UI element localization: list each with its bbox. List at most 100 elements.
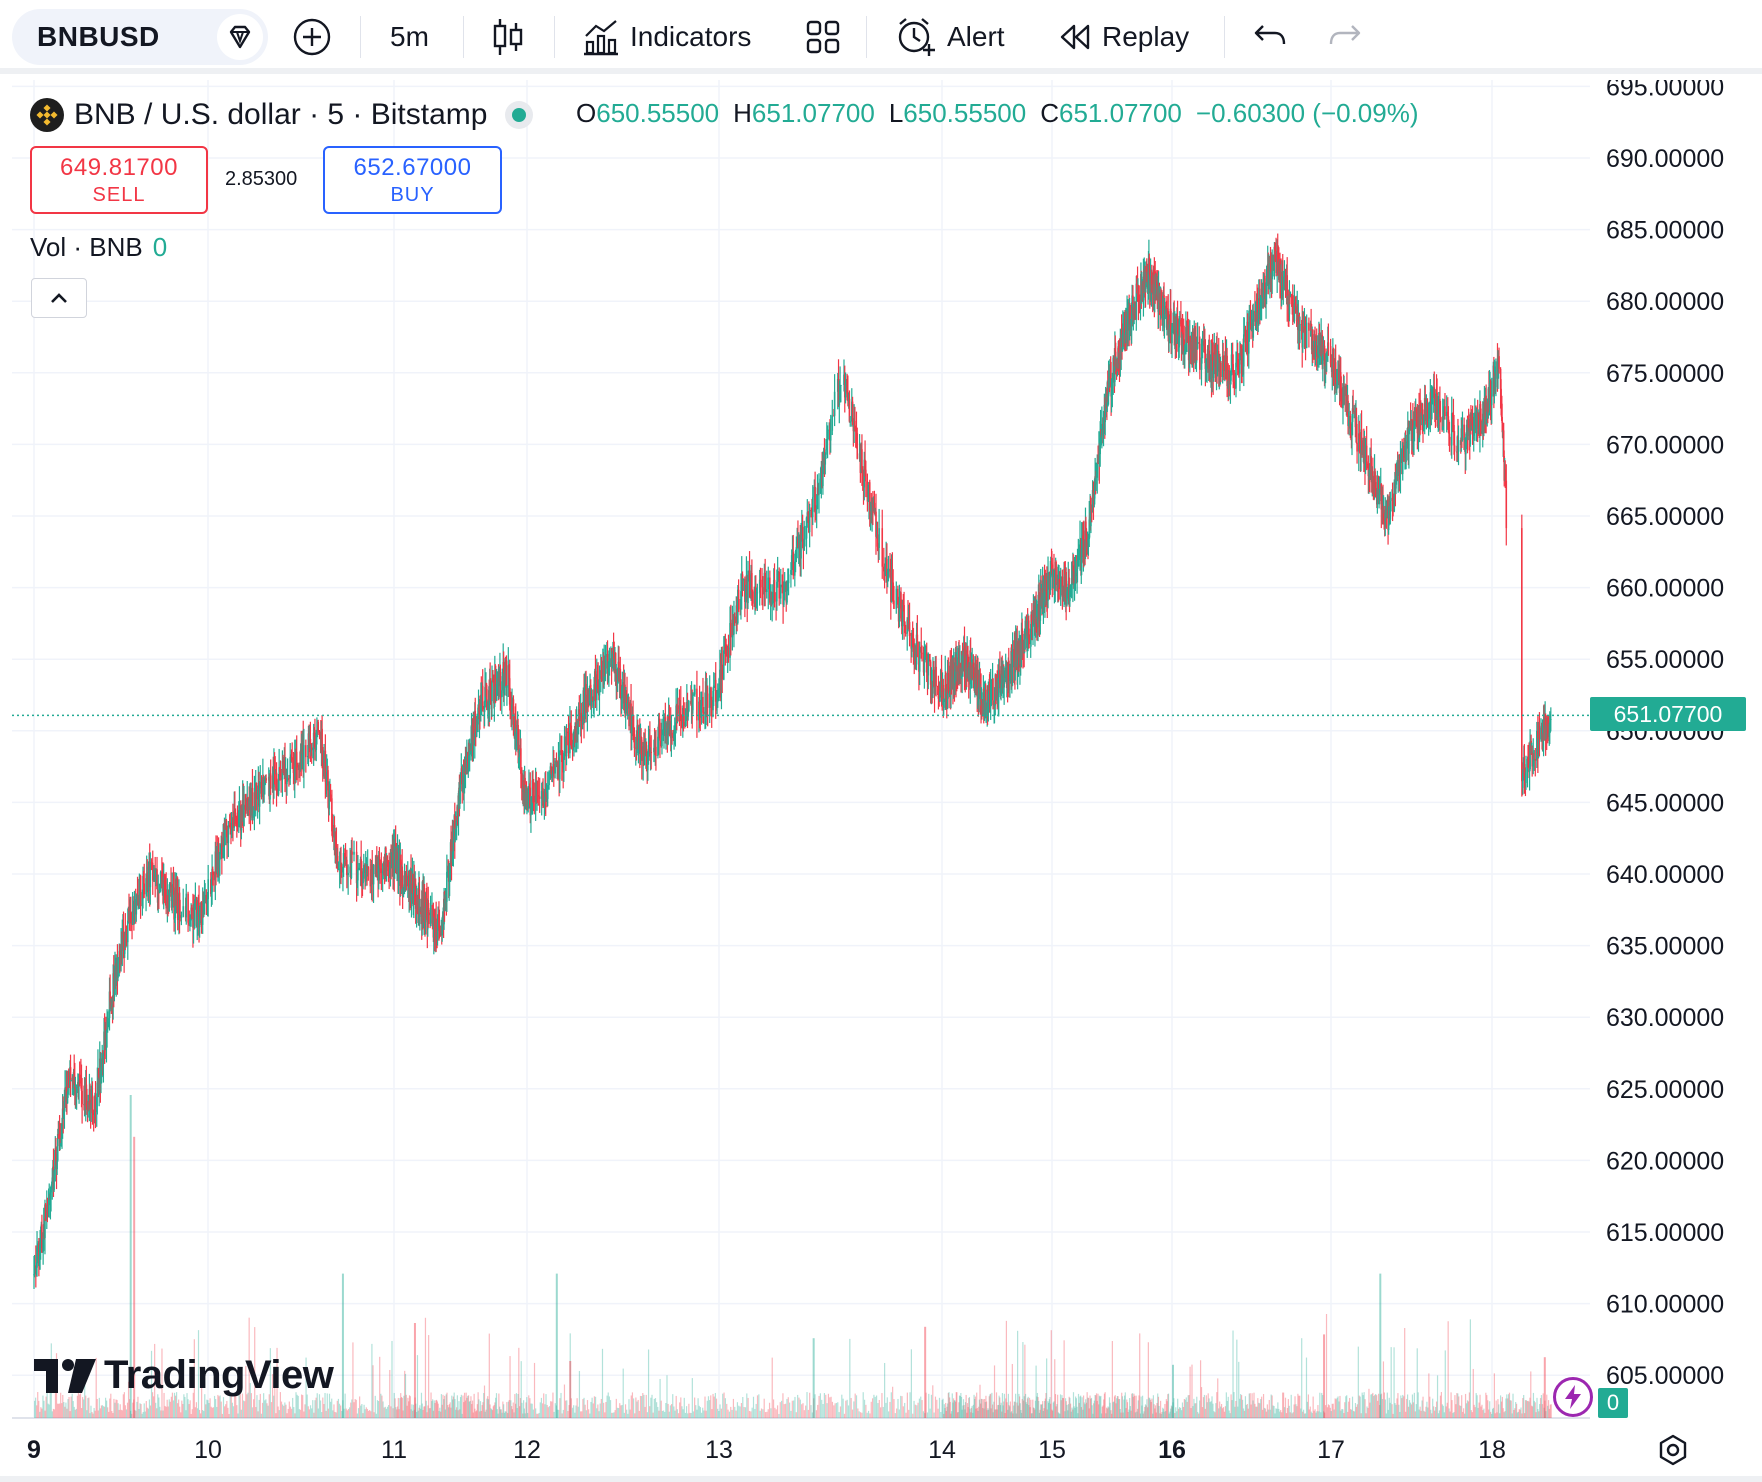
candle-body (710, 687, 712, 701)
candle-body (39, 1242, 41, 1256)
redo-icon[interactable] (1328, 12, 1362, 62)
candle-body (273, 767, 276, 772)
compare-symbol-icon[interactable] (217, 14, 263, 60)
candle-body (801, 526, 804, 541)
volume-bar (104, 1397, 107, 1418)
price-chart[interactable]: 695.00000690.00000685.00000680.00000675.… (0, 80, 1762, 1482)
candle-body (900, 592, 902, 619)
volume-bar (37, 1392, 39, 1418)
candle-body (207, 879, 209, 900)
candle-body (569, 723, 572, 726)
volume-bar (284, 1402, 286, 1418)
candle-body (98, 1078, 100, 1091)
volume-bar (642, 1393, 644, 1418)
time-axis-tick: 16 (1158, 1436, 1186, 1464)
candle-body (680, 719, 683, 721)
candle-body (808, 509, 811, 533)
candle-body (444, 896, 447, 900)
volume-bar (586, 1400, 589, 1418)
candle-body (985, 709, 987, 718)
volume-bar (234, 1395, 236, 1418)
volume-bar (440, 1394, 443, 1418)
volume-bar (581, 1411, 583, 1418)
layouts-icon[interactable] (806, 12, 840, 62)
volume-bar (396, 1406, 399, 1418)
candle-body (1399, 459, 1402, 474)
indicators-button[interactable]: Indicators (582, 12, 751, 62)
chart-area[interactable]: 695.00000 690.00000 685.00000 680.00000 675.… (0, 80, 1762, 1482)
volume-bar (162, 1410, 164, 1418)
add-symbol-icon[interactable] (292, 12, 332, 62)
candle-body (1032, 619, 1034, 627)
candle-body (494, 685, 497, 701)
interval-button[interactable]: 5m (390, 12, 429, 62)
volume-bar (314, 1400, 316, 1418)
candle-body (1260, 288, 1263, 309)
candle-body (198, 902, 200, 928)
volume-bar (589, 1413, 591, 1418)
candle-body (149, 861, 152, 888)
volume-bar (478, 1399, 480, 1418)
volume-bar (54, 1393, 57, 1418)
volume-bar (649, 1406, 651, 1418)
indicators-icon (584, 20, 618, 56)
volume-bar (353, 1402, 355, 1418)
candle-body (362, 864, 365, 874)
volume-bar (482, 1402, 484, 1418)
volume-bar (616, 1407, 619, 1418)
volume-bar (100, 1405, 103, 1418)
price-axis-tick: 615.00000 (1606, 1219, 1724, 1247)
time-axis-tick: 15 (1038, 1436, 1066, 1464)
volume-bar (108, 1411, 110, 1418)
time-axis-tick: 13 (705, 1436, 733, 1464)
volume-bar (41, 1408, 43, 1418)
candle-body (1232, 364, 1235, 382)
volume-bar (238, 1394, 240, 1418)
candle-body (1151, 271, 1153, 285)
candle-style-icon[interactable] (492, 12, 524, 62)
volume-bar (211, 1407, 213, 1418)
volume-bar (416, 1411, 418, 1418)
volume-bar (299, 1409, 302, 1418)
volume-bar (177, 1403, 179, 1418)
candle-body (252, 813, 254, 818)
candle-body (1337, 369, 1339, 388)
candle-body (47, 1205, 50, 1214)
candle-body (146, 873, 149, 887)
candle-body (351, 851, 353, 855)
candle-body (596, 674, 599, 680)
candle-body (190, 907, 193, 911)
volume-bar (420, 1408, 422, 1418)
symbol-search-button[interactable]: BNBUSD (12, 9, 268, 65)
price-axis-tick: 605.00000 (1606, 1362, 1724, 1390)
volume-bar (443, 1399, 445, 1418)
volume-bar (278, 1410, 280, 1418)
candle-body (51, 1177, 54, 1185)
candle-body (1305, 322, 1308, 348)
candle-body (317, 721, 320, 732)
volume-bar (461, 1413, 463, 1418)
volume-bar (313, 1412, 315, 1418)
alert-button[interactable]: Alert (895, 12, 1005, 62)
volume-bar (563, 1384, 566, 1418)
candle-body (201, 903, 204, 925)
volume-bar (605, 1402, 607, 1418)
volume-bar (359, 1396, 361, 1418)
candle-body (804, 538, 806, 540)
price-axis-tick: 635.00000 (1606, 933, 1724, 961)
replay-button[interactable]: Replay (1058, 12, 1189, 62)
undo-icon[interactable] (1253, 12, 1287, 62)
candle-body (108, 1018, 110, 1022)
volume-bar (282, 1404, 284, 1418)
candle-body (950, 660, 953, 681)
candle-body (904, 621, 906, 633)
candle-body (1426, 407, 1429, 421)
volume-bar (657, 1406, 659, 1418)
volume-bar (324, 1392, 326, 1418)
price-axis-tick: 695.00000 (1606, 80, 1724, 101)
candle-body (1189, 335, 1192, 350)
volume-bar (83, 1399, 85, 1418)
candle-body (404, 873, 407, 882)
volume-bar (117, 1403, 119, 1418)
candle-body (590, 696, 593, 706)
